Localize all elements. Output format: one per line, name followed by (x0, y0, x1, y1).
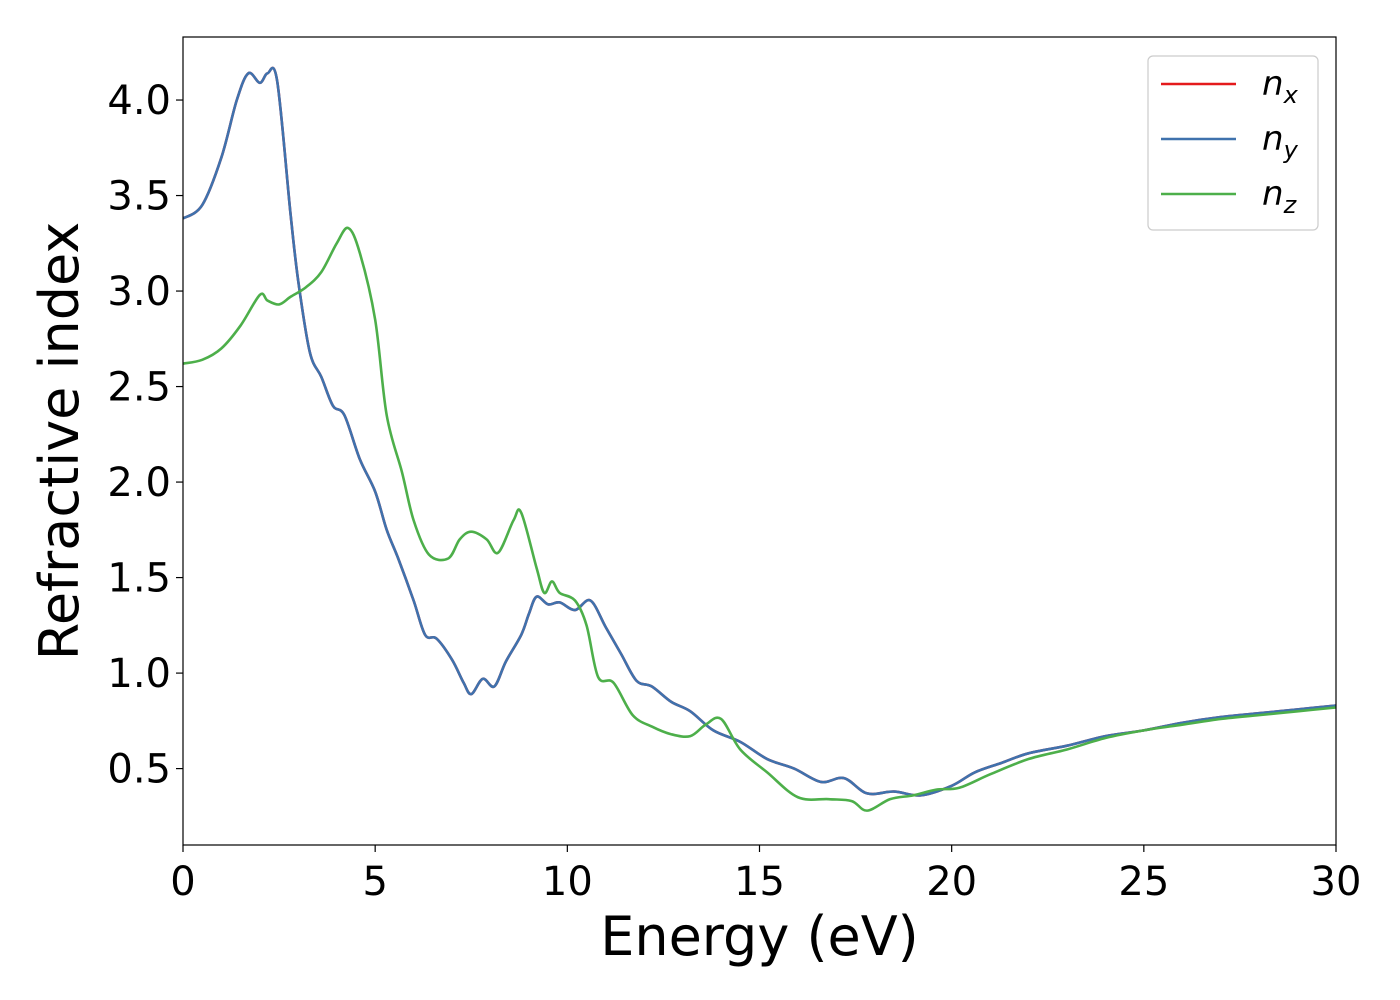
series-line-y (183, 66, 1336, 797)
x-tick-label: 5 (362, 859, 387, 905)
x-tick-label: 10 (542, 859, 593, 905)
x-tick-label: 20 (926, 859, 977, 905)
x-tick-label: 15 (734, 859, 785, 905)
x-tick-label: 30 (1311, 859, 1362, 905)
legend-label-subscript: y (1283, 136, 1299, 164)
legend-label-subscript: z (1283, 191, 1298, 219)
x-axis-ticks: 0 5 10 15 20 25 30 (170, 845, 1361, 905)
series-line-z (183, 226, 1336, 812)
y-axis-title: Refractive index (28, 222, 91, 661)
y-tick-label: 2.0 (107, 460, 171, 506)
y-tick-label: 1.0 (107, 651, 171, 697)
legend-label-base: n (1262, 174, 1284, 214)
legend-label-y: ny (1262, 119, 1299, 164)
x-tick-label: 25 (1118, 859, 1169, 905)
legend-label-base: n (1262, 119, 1284, 159)
y-tick-label: 0.5 (107, 747, 171, 793)
y-axis-ticks: 0.5 1.0 1.5 2.0 2.5 3.0 3.5 4.0 (107, 78, 183, 793)
series-layer (183, 66, 1336, 812)
legend-label-z: nz (1262, 174, 1298, 219)
legend-box (1147, 55, 1319, 231)
x-tick-label: 0 (170, 859, 195, 905)
legend-label-subscript: x (1283, 81, 1299, 109)
y-tick-label: 1.5 (107, 556, 171, 602)
legend-label-base: n (1262, 64, 1284, 104)
y-tick-label: 3.5 (107, 174, 171, 220)
y-tick-label: 2.5 (107, 365, 171, 411)
legend-label-x: nx (1262, 64, 1299, 109)
x-axis-title: Energy (eV) (600, 905, 919, 968)
y-tick-label: 3.0 (107, 269, 171, 315)
y-tick-label: 4.0 (107, 78, 171, 124)
